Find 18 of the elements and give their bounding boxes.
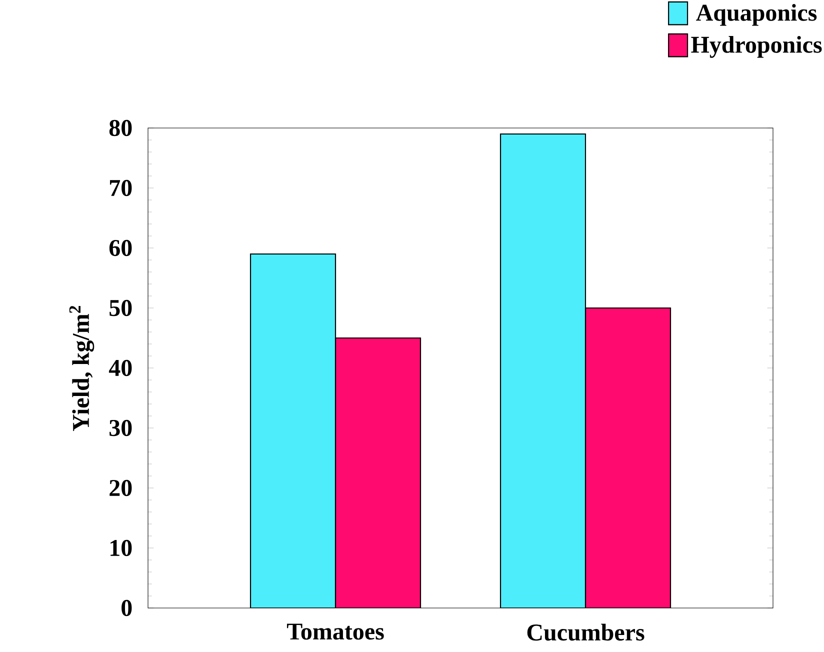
y-tick-label: 20 [110,480,132,496]
y-tick-label: 30 [110,420,132,436]
y-tick-label: 60 [109,240,132,256]
bar [334,337,422,608]
y-tick-label: 80 [109,120,132,136]
y-tick-label: 40 [108,360,132,376]
y-tick-label: 10 [110,540,132,556]
x-tick-label: Tomatoes [286,624,384,640]
bar [584,307,672,608]
y-tick-label: 70 [110,180,132,196]
legend-label: Hydroponics [691,36,822,58]
bar [250,253,336,608]
y-tick-label: 50 [110,300,132,316]
x-tick-label: Cucumbers [527,624,644,641]
legend-label: Aquaponics [696,4,817,26]
bar [500,133,586,608]
y-axis-title: Yield, kg/m$^{2}$ [69,306,94,431]
y-tick-label: 0 [122,600,132,616]
